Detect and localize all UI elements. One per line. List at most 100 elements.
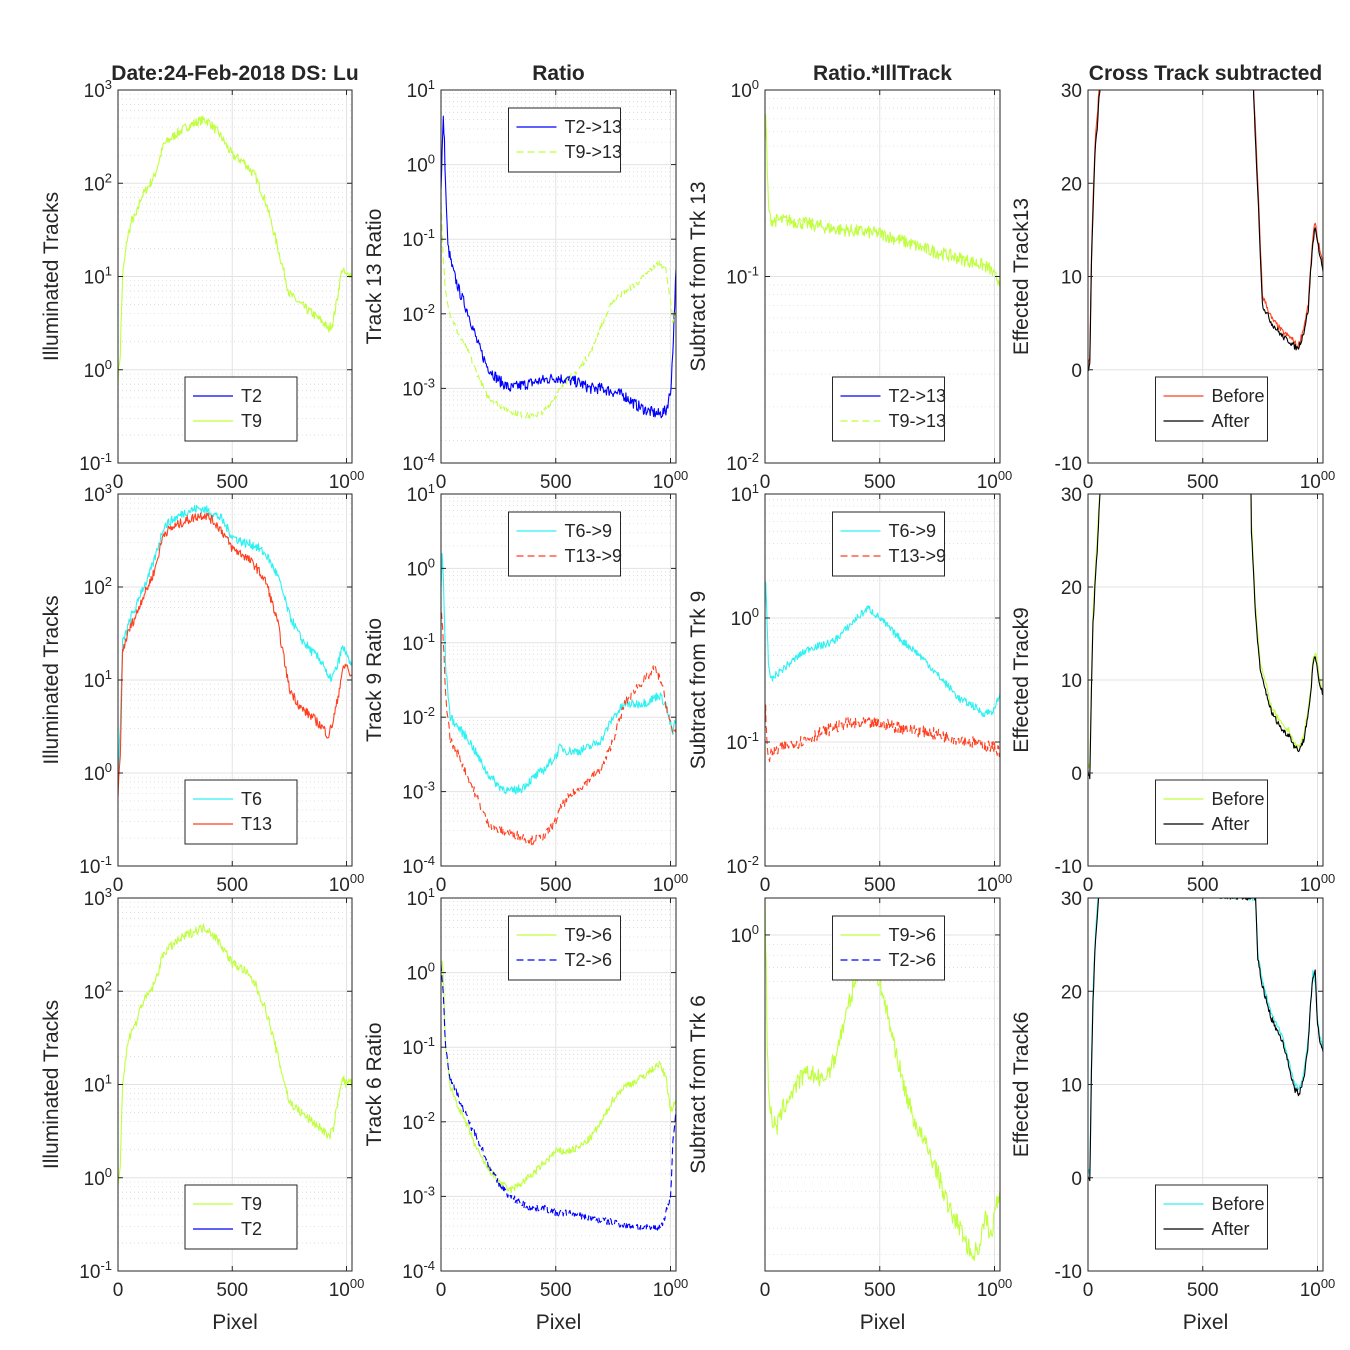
y-axis-label: Subtract from Trk 9 xyxy=(687,591,710,770)
y-tick-label: 101 xyxy=(84,264,112,289)
y-tick-label: 10-1 xyxy=(402,226,435,251)
chart-panel-p32: 0 500 1000 10-4 10-3 10-2 10-1 100 101 Track 6 Ra… xyxy=(363,885,688,1334)
y-tick-label: 103 xyxy=(84,885,112,910)
series-group xyxy=(118,115,352,384)
y-tick-label: -10 xyxy=(1055,454,1082,475)
series-group xyxy=(765,898,1000,1262)
y-axis-label: Effected Track13 xyxy=(1010,198,1033,355)
y-tick-label: 0 xyxy=(1071,361,1082,382)
chart-title: Date:24-Feb-2018 DS: Lu xyxy=(111,62,358,85)
y-tick-label: 10-1 xyxy=(402,630,435,655)
y-tick-label: 102 xyxy=(84,170,112,195)
x-tick-label: 500 xyxy=(1187,1280,1219,1301)
y-tick-label: 100 xyxy=(84,357,112,382)
legend-label: Before xyxy=(1212,386,1265,406)
y-tick-label: 10 xyxy=(1061,1076,1082,1097)
legend-box xyxy=(1155,1184,1268,1250)
legend-label: T13->9 xyxy=(889,546,947,566)
y-tick-label: 10-2 xyxy=(726,853,759,878)
x-tick-label: 500 xyxy=(1187,875,1219,896)
y-tick-label: 100 xyxy=(731,77,759,102)
y-tick-label: 100 xyxy=(731,605,759,630)
series-line-t6 xyxy=(118,504,352,774)
y-tick-label: 20 xyxy=(1061,982,1082,1003)
axes-box xyxy=(440,897,677,1272)
y-axis-label: Illuminated Tracks xyxy=(40,595,63,764)
legend: T6->9 T13->9 xyxy=(832,511,947,577)
chart-title: Ratio.*IllTrack xyxy=(813,62,952,85)
x-axis-label: Pixel xyxy=(212,1311,258,1334)
series-group xyxy=(118,504,352,798)
x-axis-label: Pixel xyxy=(536,1311,582,1334)
y-tick-label: 10 xyxy=(1061,268,1082,289)
y-tick-label: 0 xyxy=(1071,1169,1082,1190)
x-tick-label: 0 xyxy=(436,1280,447,1301)
legend-label: Before xyxy=(1212,789,1265,809)
x-tick-label: 500 xyxy=(864,1280,896,1301)
legend-label: T2->13 xyxy=(565,117,623,137)
legend-label: After xyxy=(1212,1219,1250,1239)
y-tick-label: 10-3 xyxy=(402,1183,435,1208)
x-tick-label: 0 xyxy=(1083,472,1094,493)
legend-box xyxy=(508,915,621,981)
y-tick-label: 100 xyxy=(407,555,435,580)
series-line-after xyxy=(1088,494,1323,780)
legend-label: T2->13 xyxy=(889,386,947,406)
x-tick-label: 1000 xyxy=(977,468,1013,493)
axes-box xyxy=(440,89,677,464)
y-tick-label: -10 xyxy=(1055,1262,1082,1283)
series-line-t13 xyxy=(118,512,352,798)
y-tick-label: 20 xyxy=(1061,174,1082,195)
legend-box xyxy=(1155,376,1268,442)
series-line-t9 xyxy=(118,115,352,384)
legend-label: T9 xyxy=(241,1194,262,1214)
legend: T6->9 T13->9 xyxy=(508,511,623,577)
x-tick-label: 0 xyxy=(436,875,447,896)
legend-box xyxy=(508,511,621,577)
y-tick-label: 10-4 xyxy=(402,853,435,878)
y-tick-label: 101 xyxy=(731,481,759,506)
legend-label: T9->13 xyxy=(565,142,623,162)
x-tick-label: 1000 xyxy=(329,1276,365,1301)
x-tick-label: 1000 xyxy=(653,468,689,493)
y-tick-label: 10-2 xyxy=(726,450,759,475)
series-group xyxy=(118,923,352,1187)
y-axis-label: Illuminated Tracks xyxy=(40,1000,63,1169)
axes-box xyxy=(764,897,1001,1272)
y-tick-label: 101 xyxy=(407,77,435,102)
chart-panel-p11: 0 500 1000 10-1 100 101 102 103 Date:24-Feb-2018… xyxy=(40,62,364,493)
series-line-t913 xyxy=(441,202,676,419)
series-line-t96 xyxy=(765,898,1000,1262)
series-line-before xyxy=(1088,494,1323,769)
x-tick-label: 0 xyxy=(436,472,447,493)
legend-label: T13->9 xyxy=(565,546,623,566)
chart-panel-p12: 0 500 1000 10-4 10-3 10-2 10-1 100 101 Ratio Track… xyxy=(363,62,688,493)
legend-label: T2->6 xyxy=(889,950,937,970)
x-tick-label: 500 xyxy=(540,875,572,896)
series-line-t9 xyxy=(118,923,352,1187)
legend-label: T9->13 xyxy=(889,411,947,431)
x-tick-label: 0 xyxy=(760,875,771,896)
y-tick-label: 30 xyxy=(1061,81,1082,102)
y-tick-label: 10-1 xyxy=(79,450,112,475)
x-tick-label: 1000 xyxy=(1300,871,1336,896)
x-tick-label: 0 xyxy=(113,875,124,896)
legend-label: T9->6 xyxy=(889,925,937,945)
y-axis-label: Subtract from Trk 6 xyxy=(687,995,710,1174)
series-group xyxy=(765,114,1000,287)
series-group xyxy=(441,553,676,846)
legend: T2->13 T9->13 xyxy=(508,107,623,173)
legend-label: Before xyxy=(1212,1194,1265,1214)
legend-label: T9->6 xyxy=(565,925,613,945)
legend: Before After xyxy=(1155,376,1268,442)
legend-label: T9 xyxy=(241,411,262,431)
y-tick-label: 100 xyxy=(731,922,759,947)
chart-panel-p23: 0 500 1000 10-2 10-1 100 101 Subtract from Trk … xyxy=(687,481,1012,896)
series-line-t26 xyxy=(441,964,676,1232)
y-axis-label: Track 6 Ratio xyxy=(363,1022,386,1146)
legend: Before After xyxy=(1155,1184,1268,1250)
legend-label: T6->9 xyxy=(889,521,937,541)
